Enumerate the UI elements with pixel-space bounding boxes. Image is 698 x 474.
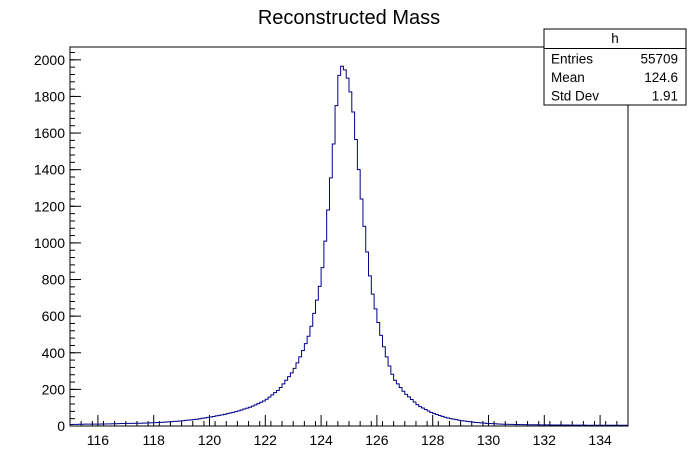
stats-value: 1.91 (652, 89, 678, 104)
y-tick-label: 400 (42, 345, 66, 361)
y-tick-label: 1200 (34, 198, 65, 214)
stats-box-frame (543, 28, 687, 106)
y-tick-label: 1000 (34, 235, 65, 251)
histogram-series (69, 65, 629, 426)
stats-label: Entries (551, 52, 593, 67)
y-tick-label: 1600 (34, 125, 65, 141)
x-tick-label: 122 (254, 432, 278, 448)
x-tick-label: 132 (533, 432, 557, 448)
y-tick-label: 0 (57, 418, 65, 434)
stats-box-name: h (611, 31, 619, 46)
x-tick-label: 126 (365, 432, 389, 448)
axes: 116 118 120 122 124 126 128 130 132 134 0 200 400 600… (34, 52, 629, 448)
x-tick-label: 128 (421, 432, 445, 448)
x-tick-label: 120 (198, 432, 222, 448)
plot-frame (69, 46, 629, 427)
stats-value: 55709 (640, 52, 678, 67)
stats-value: 124.6 (644, 70, 678, 85)
y-tick-label: 600 (42, 308, 66, 324)
x-tick-label: 130 (477, 432, 501, 448)
chart-title: Reconstructed Mass (258, 7, 440, 29)
x-tick-label: 118 (143, 432, 166, 448)
x-tick-label: 134 (588, 432, 612, 448)
x-tick-label: 116 (87, 432, 110, 448)
y-tick-label: 1400 (34, 162, 65, 178)
y-tick-label: 200 (42, 381, 66, 397)
stats-label: Std Dev (551, 89, 599, 104)
x-tick-label: 124 (309, 432, 333, 448)
y-tick-label: 1800 (34, 88, 65, 104)
stats-label: Mean (551, 70, 585, 85)
y-tick-label: 2000 (34, 52, 65, 68)
stats-box: h Entries 55709 Mean 124.6 Std Dev 1.91 (543, 28, 687, 106)
y-tick-label: 800 (42, 272, 66, 288)
